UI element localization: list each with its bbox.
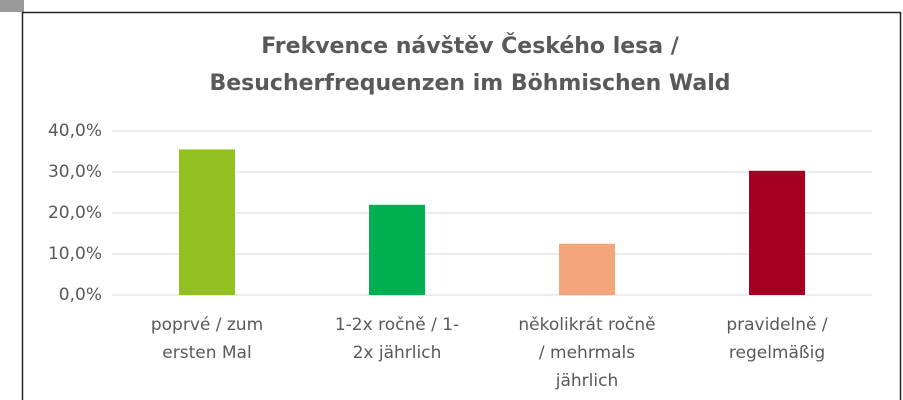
y-tick-label: 10,0% [48, 244, 102, 264]
y-tick-label: 30,0% [48, 162, 102, 182]
x-tick-label: regelmäßig [729, 343, 825, 363]
x-tick-label: poprvé / zum [151, 315, 263, 335]
bar [749, 170, 805, 295]
chart-title: Besucherfrequenzen im Böhmischen Wald [209, 71, 730, 96]
bar [369, 204, 425, 295]
x-tick-label: 2x jährlich [353, 343, 442, 363]
y-tick-label: 40,0% [48, 121, 102, 141]
y-tick-label: 20,0% [48, 203, 102, 223]
x-tick-label: několikrát ročně [518, 315, 655, 335]
chart-title: Frekvence návštěv Českého lesa / [261, 33, 680, 59]
x-tick-label: 1-2x ročně / 1- [335, 315, 459, 335]
bar [559, 243, 615, 295]
bar [179, 149, 235, 295]
x-tick-label: jährlich [555, 371, 618, 391]
y-tick-label: 0,0% [59, 285, 102, 305]
icon [0, 0, 24, 12]
x-tick-label: / mehrmals [539, 343, 635, 363]
x-tick-label: ersten Mal [162, 343, 251, 363]
x-tick-label: pravidelně / [726, 315, 828, 335]
